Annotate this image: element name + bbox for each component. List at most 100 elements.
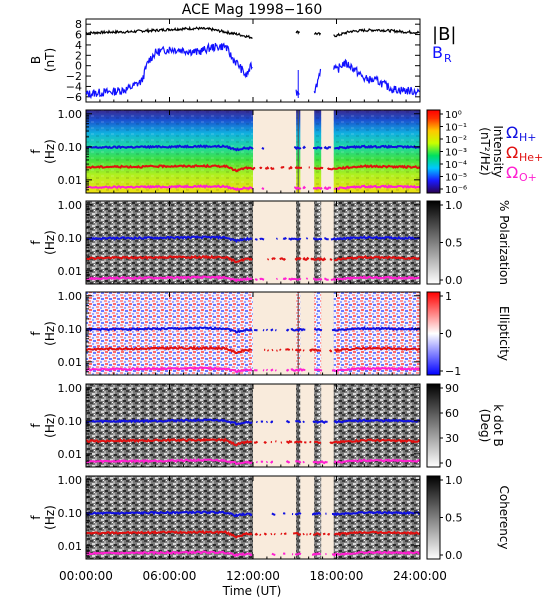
p1-ytick-label: −2 [66, 70, 82, 83]
ytick-label: 1.00 [58, 474, 83, 487]
colorbar-tick-label: 0.5 [445, 237, 463, 250]
data-gap [253, 292, 297, 375]
ytick-label: 0.01 [58, 540, 83, 553]
gyro-line-he [85, 437, 421, 447]
colorbar-tick-label: 1.0 [445, 199, 463, 212]
gyro-line-o [85, 550, 421, 558]
panel-ylabel: f [29, 423, 43, 428]
series-b-magnitude-line [85, 25, 420, 40]
colorbar-tick-label: 10⁻³ [445, 148, 467, 159]
series-b-r-line [85, 42, 420, 100]
data-gap [253, 476, 297, 559]
colorbar-tick-label: −1 [445, 365, 461, 378]
gyro-line-he [85, 529, 421, 539]
gyro-line-h [85, 418, 421, 426]
ytick-label: 0.01 [58, 448, 83, 461]
data-gap [321, 476, 334, 559]
gyro-line-o [85, 275, 421, 283]
colorbar-tick-label: 10⁻⁵ [445, 173, 467, 184]
ytick-label: 0.10 [58, 415, 83, 428]
colorbar-unit: (nT²/Hz) [478, 127, 492, 175]
gyro-label-omega: Ω [506, 143, 518, 162]
xtick-label: 18:00:00 [310, 569, 364, 583]
legend-b-r: B [432, 43, 443, 62]
panel-magnetic-field-ylabel: B [29, 56, 43, 64]
gyro-line-o [85, 184, 421, 192]
colorbar-tick-label: 0 [445, 457, 452, 470]
ytick-label: 0.10 [58, 323, 83, 336]
colorbar-tick-label: 10⁻⁶ [445, 185, 467, 196]
panel-coherency: 1.00 0.10 0.01 f (Hz) 1.0 0.5 0.0 Coherency [29, 474, 511, 562]
data-gap [300, 292, 315, 375]
colorbar-label: k dot B [491, 404, 505, 446]
p1-ytick-label: 6 [75, 29, 82, 42]
gyro-label-omega: Ω [506, 123, 518, 142]
colorbar-label: Intensity [491, 125, 505, 177]
data-gap [253, 384, 297, 467]
gyro-line-he [86, 254, 421, 264]
p1-ytick-label: 4 [75, 39, 82, 52]
ytick-label: 1.00 [58, 108, 83, 121]
xtick-label: 00:00:00 [59, 569, 113, 583]
panel-ylabel: f [29, 331, 43, 336]
ytick-label: 1.00 [58, 290, 83, 303]
figure-title: ACE Mag 1998−160 [182, 2, 322, 18]
gyro-label-omega: Ω [506, 163, 518, 182]
colorbar [426, 291, 441, 376]
panel-magnetic-field-frame [85, 18, 421, 103]
legend-b-r-subscript: R [444, 52, 452, 65]
data-gap [253, 201, 297, 284]
gyro-line-o [85, 458, 421, 466]
colorbar-tick-label: 60 [445, 407, 459, 420]
colorbar-tick-label: 0.0 [445, 274, 463, 287]
p1-ytick-label: 0 [75, 60, 82, 73]
gyro-label-ion: H+ [519, 131, 537, 144]
data-gap [300, 201, 315, 284]
data-gap [300, 476, 315, 559]
gyro-line-he [85, 345, 421, 355]
colorbar-label: Coherency [497, 485, 511, 549]
panel-yunit: (Hz) [43, 139, 57, 164]
colorbar-label: % Polarization [497, 200, 511, 285]
panel-polarization: 1.00 0.10 0.01 f (Hz) 1.0 0.5 0.0 % Polarization [29, 199, 511, 287]
gyro-line-h [85, 144, 421, 152]
ytick-label: 0.01 [58, 265, 83, 278]
data-gap [300, 384, 315, 467]
p1-ytick-label: 2 [75, 49, 82, 62]
xtick-label: 24:00:00 [393, 569, 447, 583]
ytick-label: 0.10 [58, 232, 83, 245]
panel-ellipticity: 1.00 0.10 0.01 f (Hz) 1 0 −1 Ellipticity [29, 290, 511, 378]
data-gap [253, 110, 297, 193]
gyro-line-h [85, 235, 421, 243]
ytick-label: 0.10 [58, 141, 83, 154]
data-gap [300, 110, 315, 193]
ytick-label: 0.01 [58, 356, 83, 369]
data-gap [321, 384, 334, 467]
colorbar [426, 200, 441, 285]
panel-intensity: 1.00 0.10 0.01 f (Hz) 10⁰ 10⁻¹10⁻² 10⁻³10⁻⁴ 10⁻⁵… [29, 108, 543, 196]
panel-ylabel: f [29, 149, 43, 154]
x-axis-label: Time (UT) [222, 584, 282, 598]
colorbar-tick-label: 0.5 [445, 512, 463, 525]
ytick-label: 1.00 [58, 199, 83, 212]
colorbar-tick-label: 1 [445, 290, 452, 303]
ytick-label: 0.01 [58, 174, 83, 187]
colorbar-tick-label: 90 [445, 382, 459, 395]
gyro-label-ion: O+ [519, 171, 537, 184]
colorbar-tick-label: 10⁻¹ [445, 123, 467, 134]
panel-ylabel: f [29, 240, 43, 245]
p1-ytick-label: −4 [66, 80, 82, 93]
gyro-line-he [85, 163, 421, 173]
xtick-label: 06:00:00 [143, 569, 197, 583]
panel-yunit: (Hz) [43, 321, 57, 346]
gyro-line-h [85, 510, 421, 518]
panel-yunit: (Hz) [43, 505, 57, 530]
colorbar-tick-label: 10⁻⁴ [445, 160, 467, 171]
data-gap [321, 110, 334, 193]
colorbar [426, 475, 441, 560]
colorbar [426, 109, 441, 194]
colorbar-tick-label: 1.0 [445, 474, 463, 487]
legend-b-magnitude: |B| [432, 24, 456, 45]
colorbar-unit: (Deg) [478, 409, 492, 443]
